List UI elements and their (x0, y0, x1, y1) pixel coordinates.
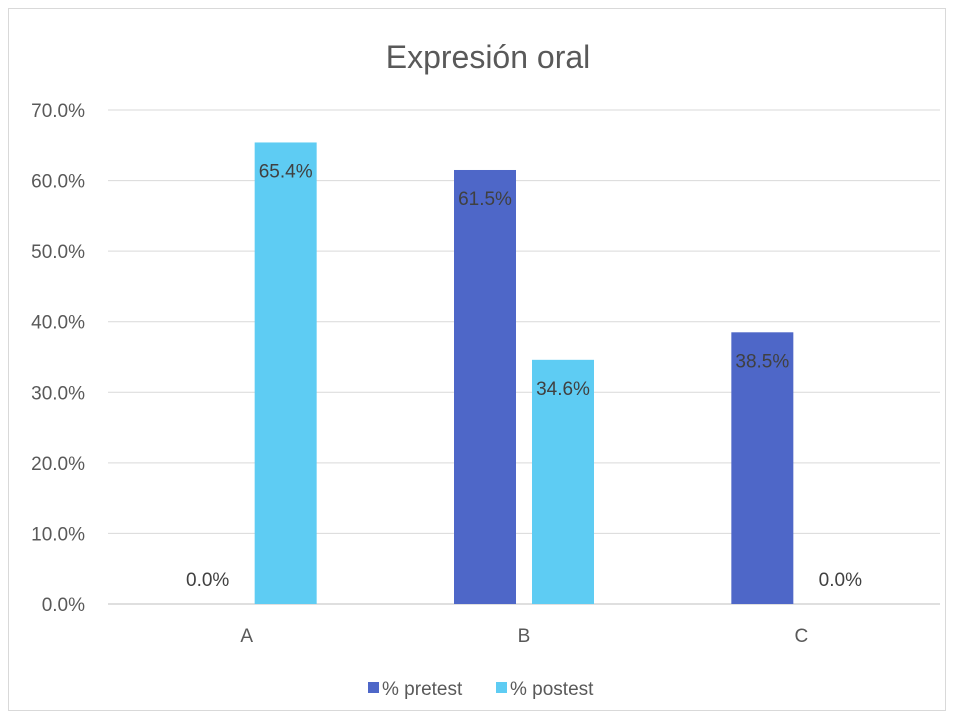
legend-swatch (496, 682, 507, 693)
x-category-label: C (794, 626, 808, 647)
legend-swatch (368, 682, 379, 693)
y-tick-label: 20.0% (31, 454, 85, 475)
x-category-label: A (240, 626, 253, 647)
bar (532, 359, 594, 604)
data-label: 61.5% (458, 189, 512, 210)
x-category-label: B (518, 626, 531, 647)
legend-label: % pretest (382, 679, 463, 700)
y-tick-label: 10.0% (31, 524, 85, 545)
legend: % pretest % postest (368, 679, 594, 700)
legend-label: % postest (510, 679, 594, 700)
y-tick-label: 40.0% (31, 313, 85, 334)
y-axis-tick-labels: 0.0% 10.0% 20.0% 30.0% 40.0% 50.0% 60.0% 70.0% (31, 101, 85, 616)
gridlines (108, 109, 940, 605)
data-label: 0.0% (819, 570, 862, 591)
data-label: 38.5% (735, 351, 789, 372)
chart-title: Expresión oral (386, 39, 591, 75)
data-labels: 0.0% 65.4% 61.5% 34.6% 38.5% 0.0% (186, 161, 862, 591)
y-tick-label: 60.0% (31, 172, 85, 193)
bar (454, 169, 516, 604)
data-label: 34.6% (536, 379, 590, 400)
bars (254, 142, 794, 604)
y-tick-label: 50.0% (31, 242, 85, 263)
y-tick-label: 30.0% (31, 383, 85, 404)
data-label: 65.4% (259, 161, 313, 182)
bar (731, 332, 794, 604)
y-tick-label: 0.0% (42, 595, 85, 616)
x-axis-category-labels: A B C (240, 626, 808, 647)
data-label: 0.0% (186, 570, 229, 591)
y-tick-label: 70.0% (31, 101, 85, 122)
bar (254, 142, 317, 604)
